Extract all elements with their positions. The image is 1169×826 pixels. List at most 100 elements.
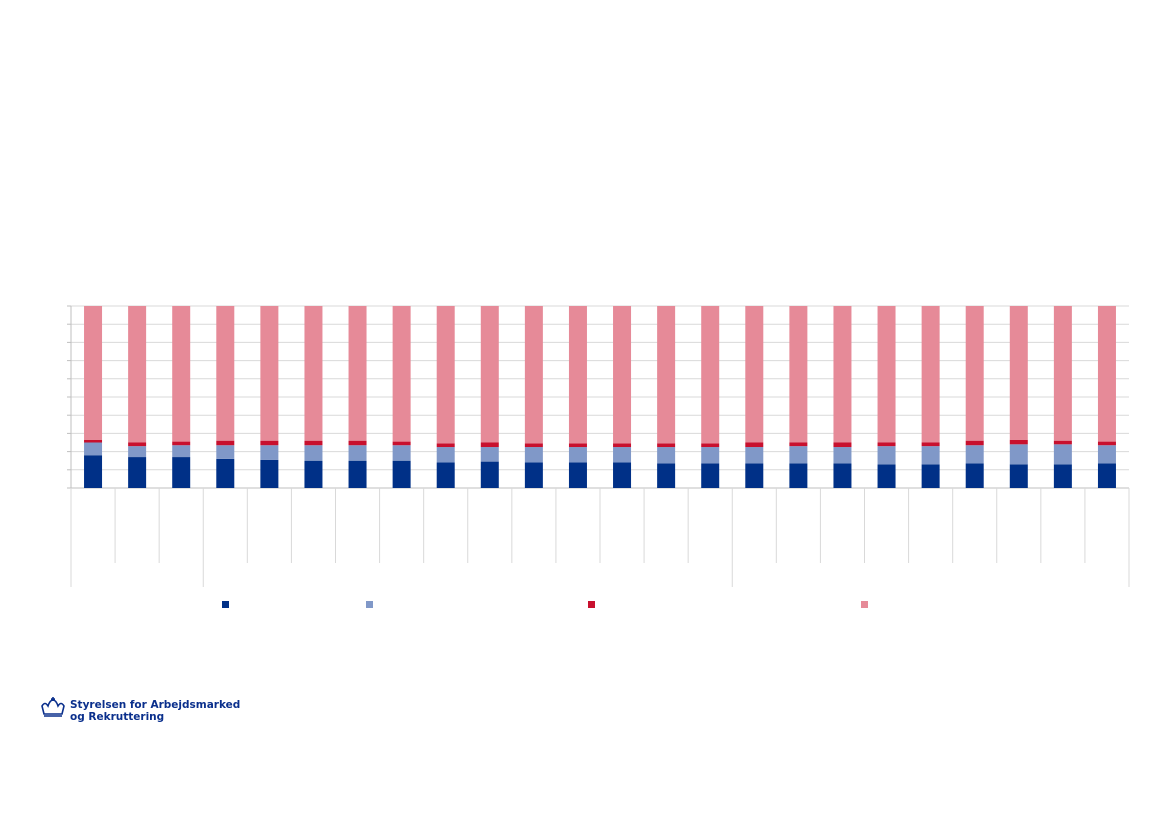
- bar-segment: [524, 447, 543, 463]
- bar-segment: [84, 306, 103, 440]
- bar-segment: [1009, 439, 1028, 445]
- bar-segment: [921, 442, 940, 447]
- bar-segment: [833, 306, 852, 443]
- bar-segment: [84, 442, 103, 456]
- bar-segment: [568, 306, 587, 444]
- bar-segment: [392, 441, 411, 446]
- bar-segment: [524, 462, 543, 488]
- bar-segment: [216, 440, 235, 446]
- bar-segment: [921, 464, 940, 488]
- bar-segment: [1009, 444, 1028, 465]
- bar-segment: [1053, 306, 1072, 441]
- bar-segment: [348, 445, 367, 461]
- bar-segment: [745, 306, 764, 443]
- bar-segment: [172, 441, 191, 446]
- bar-segment: [789, 446, 808, 464]
- bar-segment: [436, 306, 455, 444]
- bar-segment: [833, 463, 852, 488]
- bar-segment: [172, 306, 191, 442]
- bar-segment: [524, 443, 543, 448]
- bar-segment: [1009, 306, 1028, 440]
- bar-segment: [392, 306, 411, 442]
- bar-segment: [260, 440, 279, 446]
- bar-segment: [1097, 463, 1116, 488]
- legend-marker: [588, 601, 595, 608]
- bar-segment: [480, 306, 499, 443]
- bar-segment: [701, 306, 720, 444]
- bar-segment: [1097, 445, 1116, 464]
- bar-segment: [260, 306, 279, 441]
- bar-segment: [128, 442, 147, 447]
- bar-segment: [921, 306, 940, 443]
- bar-segment: [216, 458, 235, 488]
- bar-segment: [568, 462, 587, 488]
- legend-marker: [366, 601, 373, 608]
- bar-segment: [128, 306, 147, 443]
- bar-segment: [84, 439, 103, 443]
- bar-segment: [745, 463, 764, 488]
- bar-segment: [568, 443, 587, 448]
- bar-segment: [348, 306, 367, 441]
- legend-marker: [861, 601, 868, 608]
- bar-segment: [480, 442, 499, 448]
- bar-segment: [436, 447, 455, 463]
- bar-segment: [613, 443, 632, 448]
- bar-segment: [436, 462, 455, 488]
- bar-segment: [965, 445, 984, 464]
- bar-segment: [304, 440, 323, 446]
- bar-segment: [701, 443, 720, 448]
- bar-segment: [613, 447, 632, 463]
- bar-segment: [965, 306, 984, 441]
- bar-segment: [1053, 440, 1072, 445]
- bar-segment: [877, 306, 896, 443]
- logo: Styrelsen for Arbejdsmarked og Rekrutter…: [41, 697, 240, 723]
- bar-segment: [480, 447, 499, 462]
- bar-segment: [657, 306, 676, 444]
- bar-segment: [216, 445, 235, 459]
- bar-segment: [128, 446, 147, 458]
- bar-segment: [1097, 441, 1116, 446]
- bar-segment: [833, 447, 852, 464]
- bar-segment: [172, 457, 191, 488]
- bar-segment: [392, 445, 411, 461]
- logo-crown: [41, 697, 65, 717]
- bar-segment: [745, 442, 764, 448]
- bar-segment: [436, 443, 455, 448]
- bar-segment: [1009, 464, 1028, 488]
- legend-marker: [222, 601, 229, 608]
- bar-segment: [877, 464, 896, 488]
- bar-segment: [657, 463, 676, 488]
- bar-segment: [789, 442, 808, 447]
- bar-segment: [965, 440, 984, 446]
- bar-segment: [657, 447, 676, 464]
- bar-segment: [260, 445, 279, 460]
- logo-text: og Rekruttering: [70, 711, 164, 723]
- bar-segment: [833, 442, 852, 448]
- bar-segment: [921, 446, 940, 465]
- bar-segment: [568, 447, 587, 463]
- bar-segment: [480, 461, 499, 488]
- bar-segment: [657, 443, 676, 448]
- bar-segment: [745, 447, 764, 464]
- bar-segment: [348, 460, 367, 488]
- bar-segment: [877, 446, 896, 465]
- bar-segment: [613, 462, 632, 488]
- bar-segment: [304, 306, 323, 441]
- bar-segment: [172, 445, 191, 458]
- bar-segment: [216, 306, 235, 441]
- bar-segment: [304, 460, 323, 488]
- bar-segment: [128, 457, 147, 488]
- bar-segment: [392, 460, 411, 488]
- bar-segment: [613, 306, 632, 444]
- bar-segment: [965, 463, 984, 488]
- bar-segment: [701, 463, 720, 488]
- bar-segment: [260, 459, 279, 488]
- bar-segment: [701, 447, 720, 464]
- bar-segment: [84, 455, 103, 488]
- logo-text: Styrelsen for Arbejdsmarked: [70, 699, 240, 711]
- bar-segment: [1053, 464, 1072, 488]
- bar-segment: [304, 445, 323, 461]
- bar-segment: [524, 306, 543, 444]
